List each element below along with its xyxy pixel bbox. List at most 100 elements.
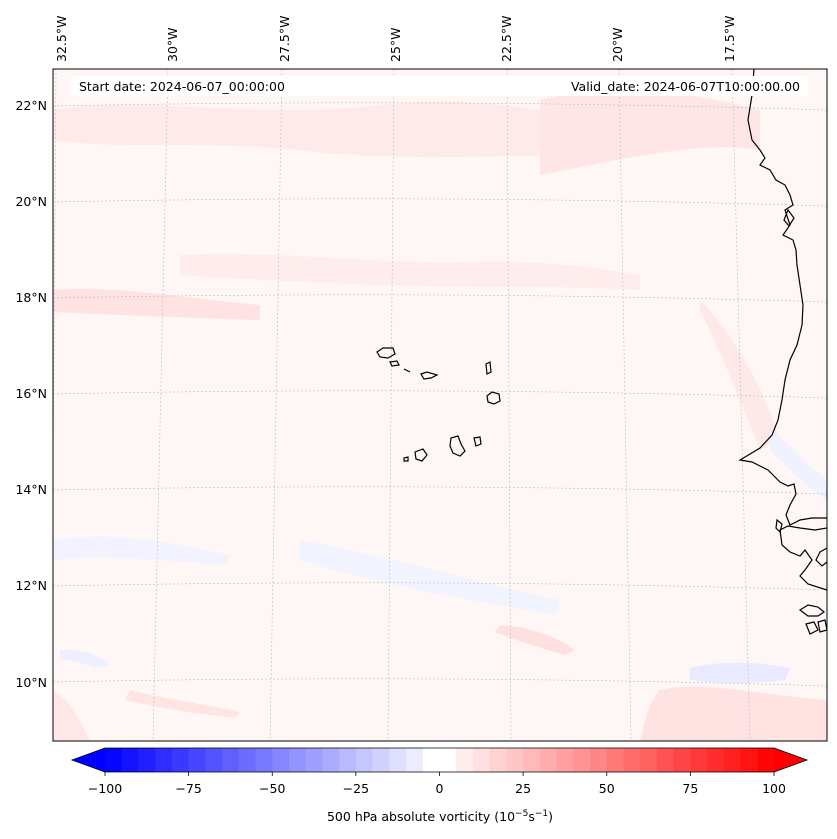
positive-band xyxy=(540,90,760,175)
colorbar-ticks: −100 −75 −50 −25 0 25 50 75 100 xyxy=(88,772,786,796)
positive-band xyxy=(53,288,260,320)
colorbar-segment xyxy=(757,748,775,772)
colorbar-tick-label: −50 xyxy=(259,781,285,796)
negative-band xyxy=(770,430,827,500)
bijagos-coast xyxy=(815,547,827,567)
lat-label: 12°N xyxy=(15,578,47,593)
colorbar-tick-label: 75 xyxy=(682,781,698,796)
colorbar-min-extension xyxy=(72,748,105,772)
longitude-labels: 32.5°W 30°W 27.5°W 25°W 22.5°W 20°W 17.5… xyxy=(54,16,737,62)
lon-label: 32.5°W xyxy=(54,16,69,62)
island xyxy=(403,368,411,373)
colorbar-segment xyxy=(456,748,474,772)
lon-label: 20°W xyxy=(610,27,625,62)
lon-label: 27.5°W xyxy=(277,16,292,62)
positive-band xyxy=(180,253,640,290)
colorbar-label: 500 hPa absolute vorticity (10−5s−1) xyxy=(327,809,553,824)
negative-band xyxy=(53,536,230,565)
colorbar-tick-label: −75 xyxy=(175,781,201,796)
meridian xyxy=(731,69,751,741)
colorbar-segment xyxy=(723,748,742,772)
island xyxy=(473,436,482,447)
lon-label: 25°W xyxy=(388,27,403,62)
colorbar-segment xyxy=(523,748,541,772)
colorbar-segment xyxy=(406,748,424,772)
colorbar-segment xyxy=(422,748,441,772)
bijagos-island xyxy=(805,621,819,635)
colorbar-segment xyxy=(171,748,190,772)
bijagos-island xyxy=(798,604,826,617)
annotation-box xyxy=(71,76,808,96)
positive-band xyxy=(53,101,620,160)
colorbar-segment xyxy=(322,748,340,772)
valid-date-annotation: Valid_date: 2024-06-07T10:00:00.00 xyxy=(571,79,800,94)
colorbar-segment xyxy=(439,748,457,772)
colorbar-segment xyxy=(272,748,290,772)
colorbar-segment xyxy=(623,748,641,772)
meridian xyxy=(152,69,169,741)
lat-label: 18°N xyxy=(15,290,47,305)
colorbar-segment xyxy=(238,748,257,772)
latitude-labels: 22°N 20°N 18°N 16°N 14°N 12°N 10°N xyxy=(15,98,47,690)
colorbar-segment xyxy=(472,748,491,772)
colorbar-tick-label: −25 xyxy=(343,781,369,796)
guinea-bissau-coast xyxy=(779,525,827,591)
positive-band xyxy=(640,686,827,741)
map-frame xyxy=(52,68,828,742)
lat-label: 20°N xyxy=(15,194,47,209)
colorbar-segment xyxy=(288,748,307,772)
colorbar-tick-label: 50 xyxy=(599,781,615,796)
island xyxy=(486,391,501,405)
island xyxy=(403,456,409,462)
island xyxy=(414,448,428,462)
colorbar-tick-label: 100 xyxy=(762,781,786,796)
colorbar-segment xyxy=(489,748,508,772)
meridian xyxy=(269,69,283,741)
bijagos-island xyxy=(817,619,827,633)
positive-band xyxy=(700,300,780,450)
colorbar-segment xyxy=(573,748,591,772)
start-date-annotation: Start date: 2024-06-07_00:00:00 xyxy=(79,79,285,94)
colorbar-segment xyxy=(539,748,558,772)
lat-label: 22°N xyxy=(15,98,47,113)
mainland-coast xyxy=(738,69,827,526)
meridian xyxy=(387,69,395,741)
colorbar-tick-label: 0 xyxy=(436,781,444,796)
lon-label: 30°W xyxy=(165,27,180,62)
colorbar-segment xyxy=(606,748,625,772)
colorbar-segment xyxy=(590,748,608,772)
colorbar-segment xyxy=(188,748,206,772)
lat-label: 10°N xyxy=(15,675,47,690)
lat-label: 14°N xyxy=(15,482,47,497)
island xyxy=(420,371,439,380)
colorbar-segment xyxy=(389,748,407,772)
african-coastline xyxy=(738,69,827,635)
cape-verde-islands xyxy=(376,347,501,462)
meridian xyxy=(506,69,512,741)
colorbar-segment xyxy=(255,748,273,772)
colorbar-segment xyxy=(155,748,173,772)
island xyxy=(389,360,400,367)
lon-label: 17.5°W xyxy=(722,16,737,62)
colorbar-segment xyxy=(556,748,574,772)
island xyxy=(449,435,466,457)
colorbar-segment xyxy=(355,748,374,772)
meridian xyxy=(618,69,632,741)
field-background xyxy=(53,69,827,741)
negative-band xyxy=(690,662,790,683)
colorbar-segment xyxy=(506,748,524,772)
colorbar-segment xyxy=(673,748,691,772)
colorbar-segment xyxy=(121,748,140,772)
colorbar-segment xyxy=(690,748,708,772)
colorbar-segment xyxy=(740,748,758,772)
colorbar-tick-label: 25 xyxy=(515,781,531,796)
colorbar-segment xyxy=(205,748,223,772)
colorbar-segment xyxy=(656,748,675,772)
negative-band xyxy=(300,540,560,615)
colorbar: −100 −75 −50 −25 0 25 50 75 100 500 hPa absolute… xyxy=(70,747,809,824)
colorbar-segment xyxy=(640,748,658,772)
colorbar-segment xyxy=(372,748,390,772)
lat-label: 16°N xyxy=(15,386,47,401)
colorbar-segment xyxy=(707,748,725,772)
